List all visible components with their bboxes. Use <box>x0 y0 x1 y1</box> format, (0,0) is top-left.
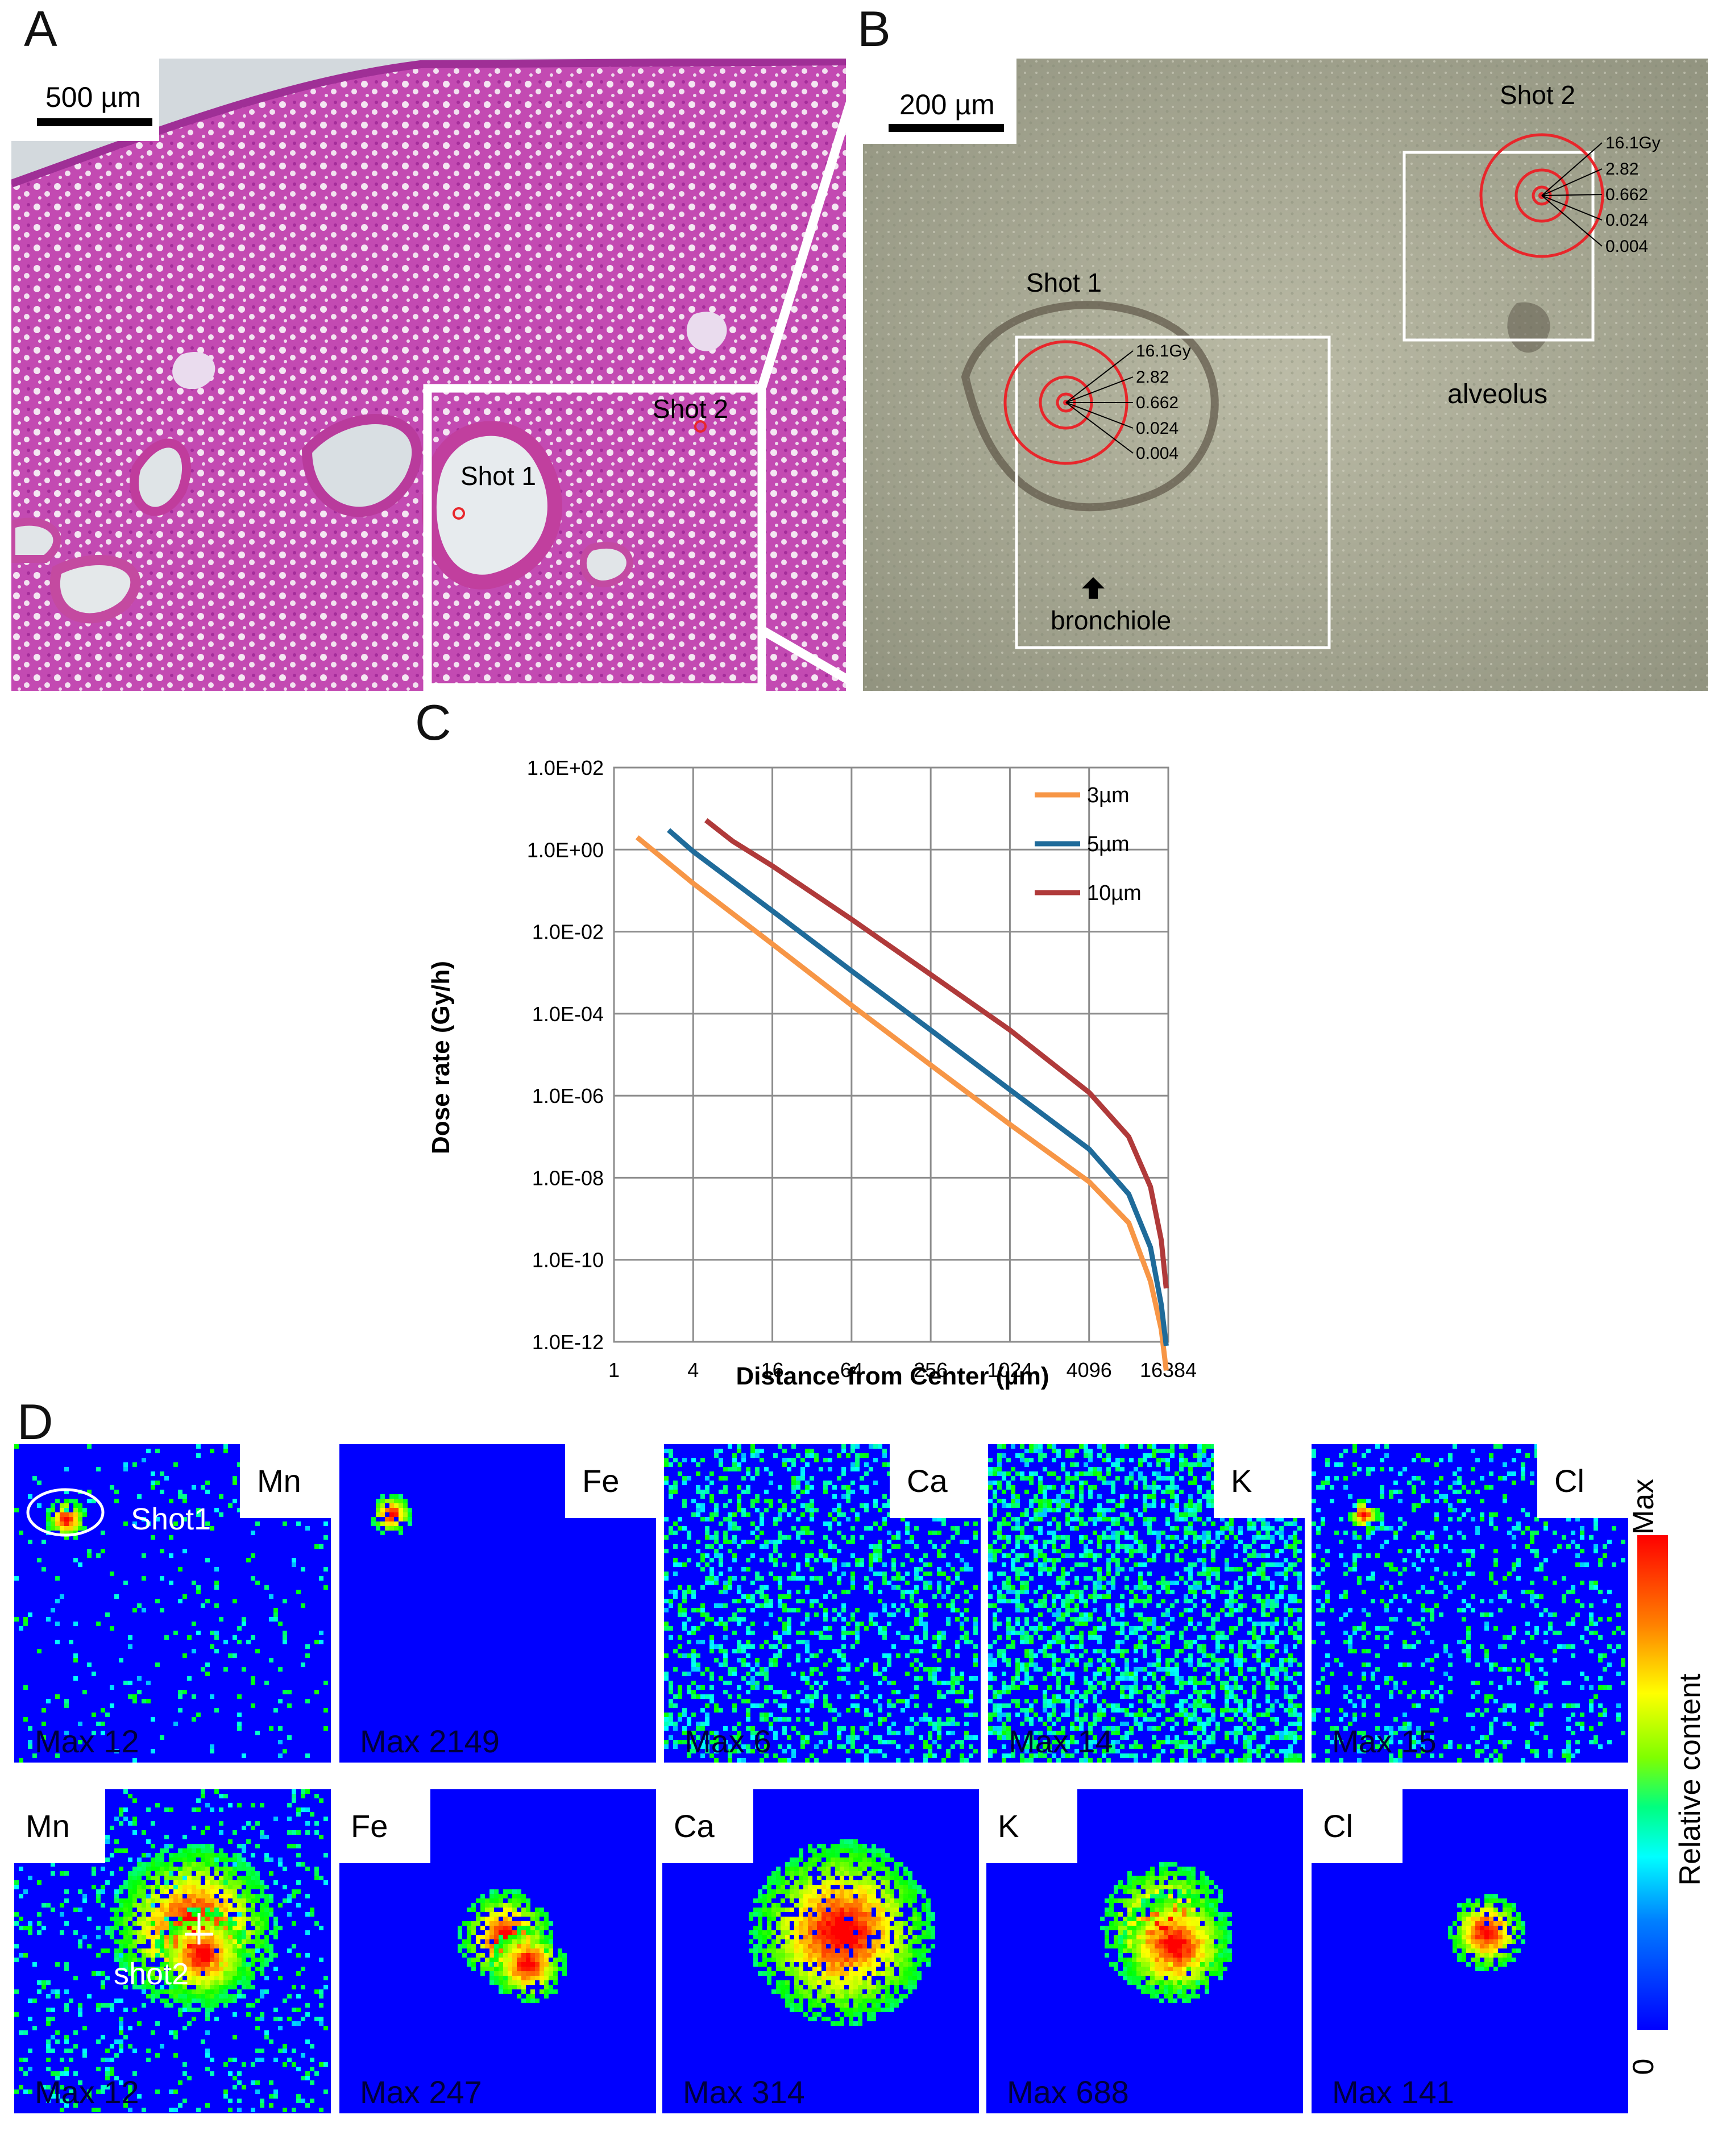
map-element-label: K <box>998 1808 1019 1844</box>
shot2-dose-4: 0.024 <box>1605 211 1648 230</box>
legend-label: 5µm <box>1087 832 1130 856</box>
panel-label-c: C <box>415 694 451 751</box>
shot1-dose-1: 16.1Gy <box>1136 342 1191 360</box>
alveolus-label: alveolus <box>1447 379 1547 409</box>
x-tick-label: 16 <box>761 1358 784 1382</box>
map-max-label: Max 247 <box>360 2074 482 2110</box>
panel-label-b: B <box>857 1 891 57</box>
map-max-label: Max 12 <box>35 1723 139 1759</box>
shot1-dose-3: 0.662 <box>1136 393 1179 412</box>
x-tick-label: 4096 <box>1067 1358 1112 1382</box>
elemental-map-d-cl: Cl Max 15 <box>1312 1444 1628 1763</box>
bronchiole-arrow-icon <box>1082 577 1105 599</box>
shot1-dose-5: 0.004 <box>1136 444 1179 463</box>
map-max-label: Max 14 <box>1009 1723 1113 1759</box>
shot2-dose-5: 0.004 <box>1605 237 1648 256</box>
y-tick-label: 1.0E+02 <box>527 756 604 780</box>
shot1-marker <box>453 507 465 520</box>
y-tick-label: 1.0E-02 <box>532 921 604 944</box>
zoom-connector <box>757 57 869 693</box>
elemental-map-e-ca: Ca Max 314 <box>662 1789 979 2113</box>
y-axis-label: Dose rate (Gy/h) <box>427 961 455 1154</box>
map-max-label: Max 688 <box>1007 2074 1129 2110</box>
colorbar-labels: Max 0 Relative content <box>1627 1479 1707 2075</box>
histology-image: 500 µm Shot 1 Shot 2 <box>11 59 846 691</box>
x-axis-label: Distance from Center (µm) <box>736 1362 1049 1390</box>
legend-label: 3µm <box>1087 783 1130 807</box>
shot1-annotation: Shot1 <box>26 1488 211 1537</box>
elemental-map-d-k: K Max 14 <box>988 1444 1305 1763</box>
legend-label: 10µm <box>1087 881 1142 905</box>
map-element-label: Cl <box>1323 1808 1353 1844</box>
map-element-label: K <box>1231 1463 1252 1499</box>
elemental-map-d-ca: Ca Max 6 <box>664 1444 981 1763</box>
map-max-label: Max 12 <box>35 2074 139 2110</box>
shot1-region-box <box>1015 335 1331 649</box>
x-tick-label: 64 <box>840 1358 863 1382</box>
y-tick-label: 1.0E-12 <box>532 1330 604 1354</box>
series-line-2 <box>704 818 1169 1289</box>
y-tick-label: 1.0E-10 <box>532 1249 604 1272</box>
x-tick-label: 1 <box>608 1358 620 1382</box>
map-max-label: Max 314 <box>683 2074 805 2110</box>
shot2-dose-rings <box>1479 133 1604 258</box>
scalebar-label-b: 200 µm <box>899 89 995 121</box>
shot1-dose-4: 0.024 <box>1136 419 1179 438</box>
x-tick-label: 256 <box>914 1358 948 1382</box>
bronchiole-label: bronchiole <box>1051 606 1171 635</box>
scalebar-label-a: 500 µm <box>45 81 141 113</box>
scale-bar-a <box>37 118 152 126</box>
y-tick-label: 1.0E+00 <box>527 838 604 861</box>
scale-bar-b <box>889 124 1004 132</box>
micrograph-image: 200 µm Shot 1 16.1Gy 2.82 0.662 0.024 0.… <box>863 59 1708 691</box>
map-max-label: Max 15 <box>1332 1723 1437 1759</box>
shot1-dose-rings <box>1003 340 1134 465</box>
shot1-label-a: Shot 1 <box>460 461 536 491</box>
map-element-label: Fe <box>351 1808 388 1844</box>
x-tick-label: 1024 <box>987 1358 1032 1382</box>
map-max-label: Max 6 <box>684 1723 771 1759</box>
x-tick-label: 4 <box>687 1358 699 1382</box>
shot1-map-label: Shot1 <box>131 1502 211 1536</box>
shot2-map-label: shot2 <box>114 1957 189 1991</box>
y-tick-label: 1.0E-08 <box>532 1166 604 1189</box>
map-element-label: Cl <box>1554 1463 1584 1499</box>
dose-rate-chart: 1 4 16 64 256 1024 4096 163841.0E+021.0E+001.0E… <box>427 756 1197 1390</box>
map-element-label: Mn <box>257 1463 301 1499</box>
elemental-map-e-fe: Fe Max 247 <box>339 1789 656 2113</box>
map-element-label: Fe <box>582 1463 619 1499</box>
shot2-dose-1: 16.1Gy <box>1605 134 1661 152</box>
shot1-label-b: Shot 1 <box>1026 268 1102 297</box>
colorbar-max-label: Max <box>1627 1479 1660 1535</box>
map-max-label: Max 141 <box>1332 2074 1454 2110</box>
inset-box <box>423 384 766 691</box>
map-element-label: Ca <box>674 1808 715 1844</box>
shot2-annotation: shot2 <box>114 1913 213 1991</box>
y-tick-label: 1.0E-04 <box>532 1002 604 1026</box>
map-element-label: Ca <box>907 1463 948 1499</box>
map-max-label: Max 2149 <box>360 1723 500 1759</box>
elemental-map-e-cl: Cl Max 141 <box>1312 1789 1628 2113</box>
colorbar-min-label: 0 <box>1627 2059 1660 2075</box>
series-line-0 <box>635 835 1169 1371</box>
colorbar <box>1637 1535 1668 2030</box>
map-element-label: Mn <box>26 1808 70 1844</box>
shot2-label-a: Shot 2 <box>653 394 728 424</box>
y-tick-label: 1.0E-06 <box>532 1084 604 1108</box>
shot1-dose-2: 2.82 <box>1136 368 1169 387</box>
shot2-dose-2: 2.82 <box>1605 160 1638 179</box>
shot2-label-b: Shot 2 <box>1500 80 1575 110</box>
elemental-map-e-mn: Mn Max 12 <box>14 1789 331 2113</box>
shot2-marker <box>694 420 707 433</box>
shot2-dose-3: 0.662 <box>1605 185 1648 204</box>
colorbar-title: Relative content <box>1674 1673 1707 1885</box>
series-line-1 <box>667 828 1169 1346</box>
elemental-map-d-mn: Mn Max 12 <box>14 1444 331 1763</box>
elemental-map-d-fe: Fe Max 2149 <box>339 1444 656 1763</box>
panel-label-d: D <box>17 1394 53 1450</box>
elemental-map-e-k: K Max 688 <box>986 1789 1303 2113</box>
panel-label-a: A <box>24 1 57 57</box>
